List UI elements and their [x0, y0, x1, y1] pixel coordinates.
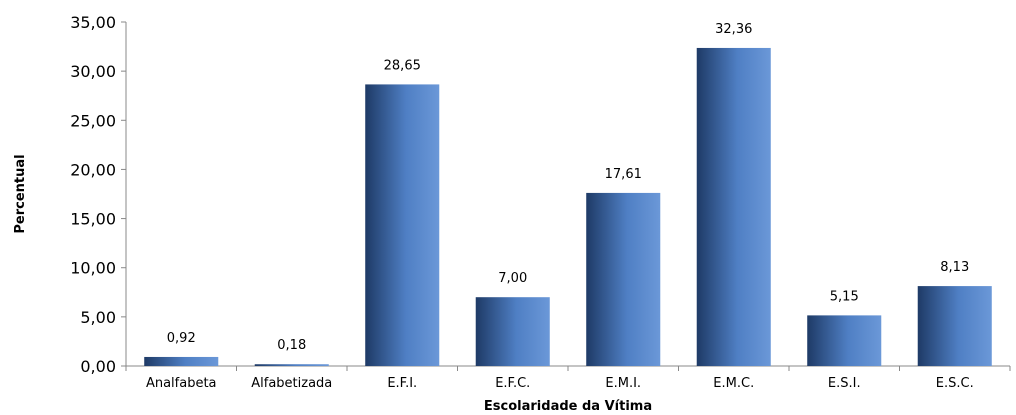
x-tick-label: E.S.C.	[936, 376, 974, 391]
x-tick-label: E.M.I.	[605, 376, 641, 391]
bar-value-label: 17,61	[605, 167, 642, 182]
x-tick-label: E.S.I.	[828, 376, 861, 391]
bar-value-label: 28,65	[384, 58, 421, 73]
x-axis-ticks: Analfabeta Alfabetizada E.F.I. E.F.C. E.M.I.…	[125, 366, 1011, 391]
bar-value-label: 5,15	[830, 289, 859, 304]
x-tick-label: E.F.C.	[495, 376, 530, 391]
bar-value-label: 32,36	[715, 22, 752, 37]
y-tick-label: 5,00	[80, 308, 116, 327]
y-tick-label: 20,00	[70, 160, 116, 179]
bar	[475, 297, 550, 366]
bar	[586, 192, 661, 366]
bar-value-label: 0,18	[277, 338, 306, 353]
bar	[917, 286, 992, 366]
x-tick-label: E.F.I.	[387, 376, 417, 391]
bar-value-label: 0,92	[167, 331, 196, 346]
x-tick-label: Alfabetizada	[251, 376, 332, 391]
y-tick-label: 30,00	[70, 62, 116, 81]
bar	[144, 356, 219, 366]
bar	[254, 364, 329, 366]
y-tick-label: 10,00	[70, 259, 116, 278]
bar	[365, 84, 440, 366]
bar	[807, 315, 882, 366]
y-tick-label: 25,00	[70, 111, 116, 130]
x-axis-title: Escolaridade da Vítima	[484, 399, 652, 414]
y-tick-label: 0,00	[80, 357, 116, 376]
bar	[696, 47, 771, 367]
x-tick-label: E.M.C.	[713, 376, 754, 391]
x-tick-label: Analfabeta	[146, 376, 217, 391]
bar-value-label: 8,13	[940, 260, 969, 275]
y-tick-label: 35,00	[70, 13, 116, 32]
bar-value-label: 7,00	[498, 271, 527, 286]
y-axis-title: Percentual	[13, 154, 28, 233]
y-tick-label: 15,00	[70, 210, 116, 229]
bars: 0,92 0,18 28,65 7,00 17,61 32,36 5,15 8,13	[144, 22, 992, 367]
y-axis-ticks: 0,00 5,00 10,00 15,00 20,00 25,00 30,00 35,00	[70, 13, 126, 376]
